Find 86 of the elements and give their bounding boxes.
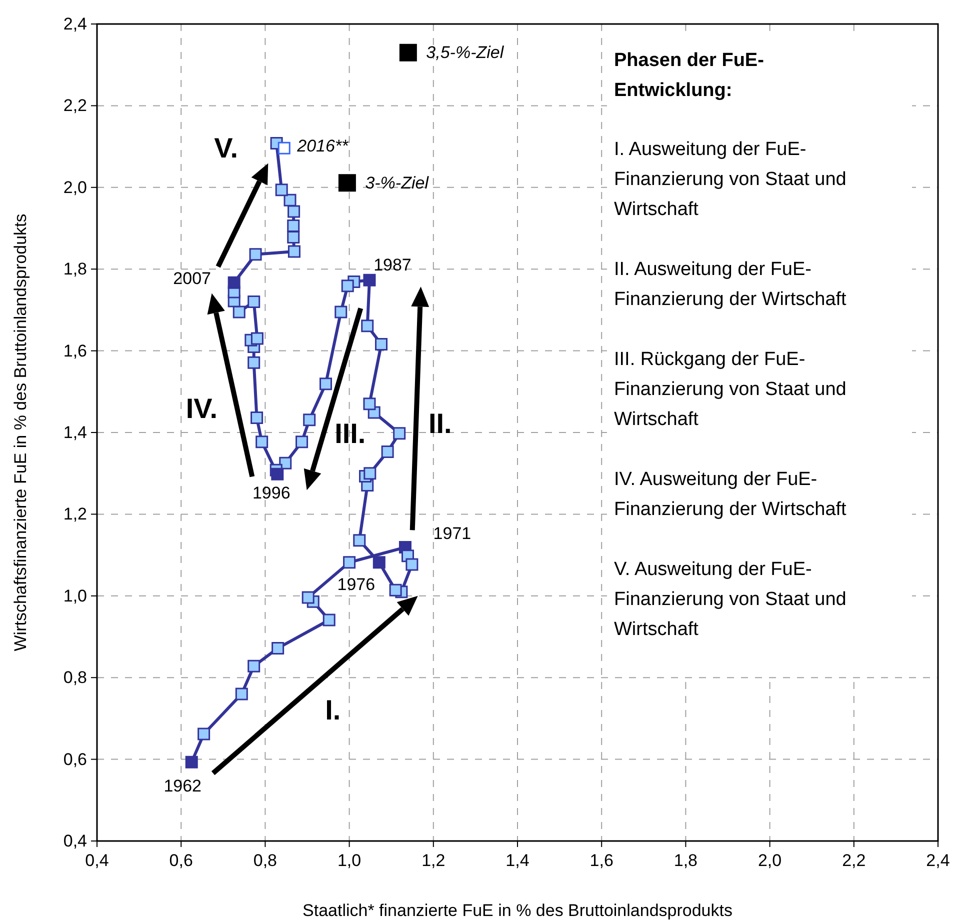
series-label: 3-%-Ziel xyxy=(365,173,430,192)
point xyxy=(249,248,262,261)
annotation: 1971 xyxy=(433,524,472,543)
point xyxy=(375,338,388,351)
point xyxy=(287,220,300,232)
point xyxy=(320,378,332,390)
point xyxy=(364,467,376,480)
point xyxy=(389,584,402,596)
y-tick-label: 1,6 xyxy=(63,341,87,360)
y-tick-label: 2,0 xyxy=(63,178,87,197)
point xyxy=(185,756,198,768)
x-tick-label: 0,8 xyxy=(253,851,278,870)
point xyxy=(363,398,376,410)
x-tick-label: 1,6 xyxy=(590,851,614,870)
annotation: III. Rückgang der FuE-Finanzierung von Staat und Wirtschaft xyxy=(614,349,846,430)
point xyxy=(275,184,288,196)
y-tick-label: 1,4 xyxy=(63,423,87,442)
y-tick-label: 1,8 xyxy=(63,260,87,279)
point xyxy=(232,306,246,318)
annotation: II. Ausweitung der FuE-Finanzierung der Wirtschaft xyxy=(614,259,848,310)
x-tick-label: 2,4 xyxy=(926,851,950,870)
point xyxy=(248,356,260,369)
annotation: V. Ausweitung der FuE-Finanzierung von Staat und Wirtschaft xyxy=(614,559,846,640)
x-tick-label: 2,0 xyxy=(758,851,782,870)
point xyxy=(228,276,240,289)
point xyxy=(288,245,300,258)
annotation: Phasen der FuE-Entwicklung: xyxy=(614,50,764,101)
point xyxy=(256,436,268,448)
y-tick-label: 0,6 xyxy=(63,750,87,769)
point xyxy=(393,427,406,440)
point xyxy=(353,534,366,547)
point xyxy=(250,412,264,424)
x-tick-label: 1,0 xyxy=(337,851,362,870)
annotation: I. xyxy=(325,694,341,726)
y-tick-label: 0,4 xyxy=(63,832,87,850)
x-tick-label: 1,2 xyxy=(422,851,446,870)
annotation: 1976 xyxy=(337,574,376,594)
point xyxy=(271,468,284,480)
point xyxy=(278,142,290,154)
annotation: 1996 xyxy=(252,484,290,503)
annotation: IV. Ausweitung der FuE-Finanzierung der Wirtschaft xyxy=(614,469,848,520)
x-tick-label: 0,4 xyxy=(85,851,109,870)
point xyxy=(284,194,296,206)
point xyxy=(343,556,356,569)
point xyxy=(334,306,348,318)
point xyxy=(288,205,300,218)
point xyxy=(272,642,284,654)
y-axis-title: Wirtschaftsfinanzierte FuE in % des Bruttoinlandsprodukts xyxy=(11,214,30,652)
y-tick-label: 1,0 xyxy=(63,586,87,606)
point xyxy=(303,414,316,426)
annotation: I. Ausweitung der FuE-Finanzierung von Staat und Wirtschaft xyxy=(614,139,846,220)
point xyxy=(399,44,417,62)
x-tick-label: 1,8 xyxy=(674,851,698,870)
point xyxy=(296,436,308,448)
y-tick-label: 1,2 xyxy=(63,504,87,524)
y-tick-label: 2,2 xyxy=(63,96,87,116)
point xyxy=(198,728,210,740)
point xyxy=(248,660,260,672)
annotation: 2016** xyxy=(296,136,350,156)
point xyxy=(235,688,248,700)
y-tick-label: 0,8 xyxy=(63,668,87,688)
annotation: III. xyxy=(334,418,366,449)
point xyxy=(322,614,336,626)
annotation: II. xyxy=(428,408,452,440)
point xyxy=(287,230,300,244)
point xyxy=(338,174,356,192)
point xyxy=(250,332,264,345)
x-tick-label: 2,2 xyxy=(842,851,866,870)
point xyxy=(381,445,394,458)
point xyxy=(302,591,314,604)
x-tick-label: 0,6 xyxy=(169,851,193,870)
y-tick-label: 2,4 xyxy=(63,14,87,34)
point xyxy=(341,280,354,292)
point xyxy=(248,296,260,308)
annotation: 1962 xyxy=(164,776,202,796)
point xyxy=(363,274,376,286)
x-axis-title: Staatlich* finanzierte FuE in % des Bruttoinlandsprodukts xyxy=(302,901,732,920)
series-label: 3,5-%-Ziel xyxy=(426,43,505,62)
annotation: V. xyxy=(214,132,238,164)
point xyxy=(406,558,418,571)
annotation: 2007 xyxy=(173,269,211,288)
point xyxy=(372,556,386,569)
x-tick-label: 1,4 xyxy=(506,851,530,870)
point xyxy=(361,320,374,332)
annotation: 1987 xyxy=(374,256,412,275)
annotation: IV. xyxy=(186,392,218,424)
